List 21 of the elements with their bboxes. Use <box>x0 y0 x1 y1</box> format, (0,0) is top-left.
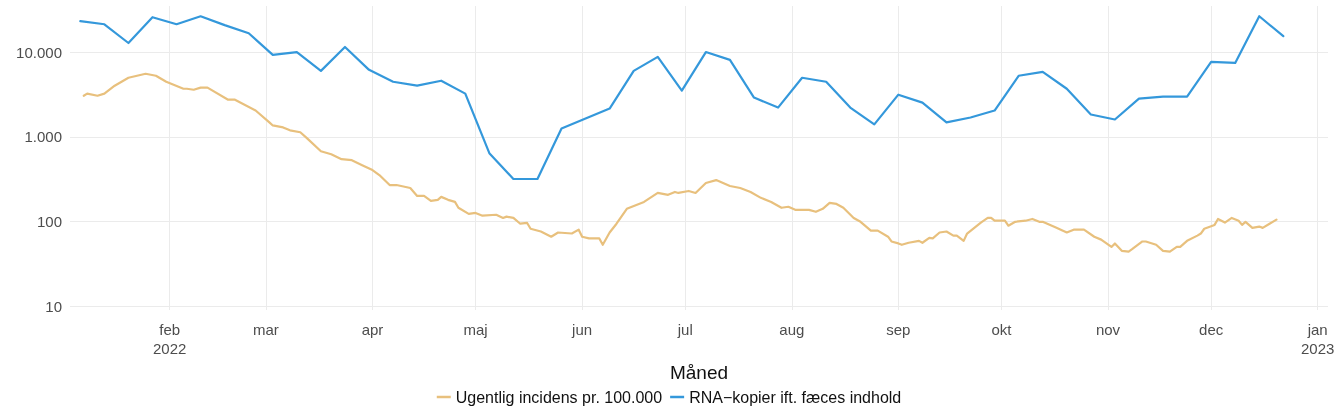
x-tick-label: jun <box>571 321 593 338</box>
y-tick-label: 10.000 <box>16 43 62 61</box>
line-series <box>79 15 1285 181</box>
line-series <box>82 72 1278 253</box>
x-tick-label: nov <box>1095 321 1121 338</box>
y-tick-label: 100 <box>36 212 62 230</box>
legend-label: RNA−kopier ift. fæces indhold <box>689 388 902 406</box>
x-tick-label: sep <box>886 321 911 338</box>
x-tick-label: apr <box>361 321 384 338</box>
x-tick-label: aug <box>779 321 805 338</box>
x-tick-label: maj <box>463 321 488 338</box>
x-tick-label: jul <box>676 321 693 338</box>
y-tick-label: 10 <box>45 297 62 315</box>
y-tick-label: 1.000 <box>24 128 62 146</box>
x-tick-label: mar <box>253 321 279 338</box>
x-tick-label: feb 2022 <box>152 321 187 357</box>
x-tick-label: okt <box>991 321 1013 338</box>
x-tick-label: jan 2023 <box>1301 321 1335 357</box>
x-axis-title: Måned <box>669 361 729 383</box>
legend-label: Ugentlig incidens pr. 100.000 <box>455 388 663 406</box>
x-tick-label: dec <box>1199 321 1224 338</box>
